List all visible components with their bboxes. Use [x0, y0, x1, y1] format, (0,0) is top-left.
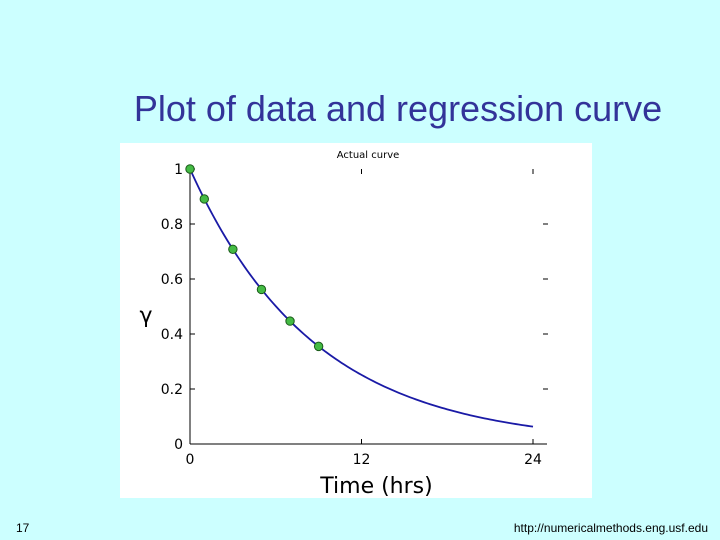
x-tick-label: 24 — [524, 452, 542, 468]
y-tick-label: 0.8 — [161, 217, 183, 233]
data-point — [313, 341, 324, 352]
regression-curve — [189, 168, 534, 428]
y-tick-label: 0.6 — [161, 272, 183, 288]
data-point — [228, 244, 238, 255]
y-axis-label: γ — [139, 304, 152, 329]
y-tick-label: 0 — [174, 437, 183, 453]
plot-panel: 0 0.2 0.4 0.6 0.8 1 0 12 24 Time (hrs) γ Actual cur… — [120, 143, 592, 498]
points-layer — [185, 164, 324, 352]
x-tick-label: 12 — [353, 452, 371, 468]
y-tick-label: 0.4 — [161, 327, 183, 343]
y-tick-label: 1 — [174, 162, 183, 178]
x-axis-label: Time (hrs) — [319, 474, 432, 498]
decay-chart: 0 0.2 0.4 0.6 0.8 1 0 12 24 Time (hrs) γ Actual cur… — [139, 150, 548, 498]
slide-title: Plot of data and regression curve — [133, 88, 663, 129]
axes-layer — [189, 168, 548, 445]
data-point — [285, 316, 295, 326]
legend-entry: Actual curve — [337, 150, 400, 161]
data-point — [256, 284, 267, 295]
x-tick-label: 0 — [186, 452, 195, 468]
curve-layer — [189, 168, 534, 428]
data-point — [199, 194, 209, 204]
slide-number: 17 — [16, 521, 30, 535]
footer-url: http://numericalmethods.eng.usf.edu — [513, 521, 708, 535]
data-point — [185, 164, 195, 174]
labels-layer: 0 0.2 0.4 0.6 0.8 1 0 12 24 Time (hrs) γ Actual cur… — [139, 150, 542, 498]
y-tick-label: 0.2 — [161, 382, 183, 398]
